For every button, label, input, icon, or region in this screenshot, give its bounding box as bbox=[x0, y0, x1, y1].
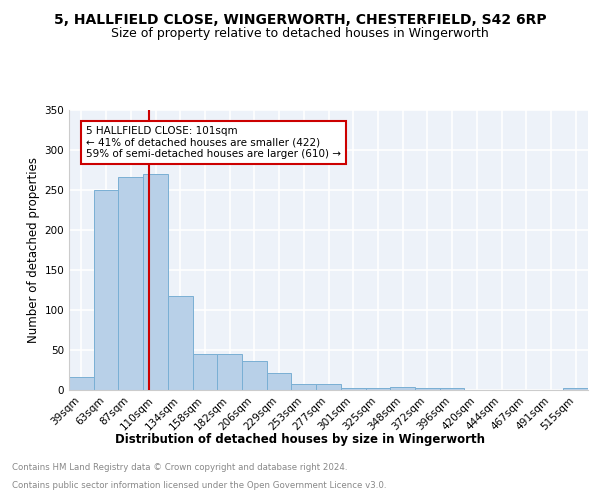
Text: Contains HM Land Registry data © Crown copyright and database right 2024.: Contains HM Land Registry data © Crown c… bbox=[12, 464, 347, 472]
Bar bbox=[168, 296, 193, 390]
Bar bbox=[292, 384, 316, 390]
Text: 5, HALLFIELD CLOSE, WINGERWORTH, CHESTERFIELD, S42 6RP: 5, HALLFIELD CLOSE, WINGERWORTH, CHESTER… bbox=[53, 12, 547, 26]
Bar bbox=[316, 384, 341, 390]
Bar bbox=[365, 388, 390, 390]
Bar bbox=[341, 388, 365, 390]
Text: 5 HALLFIELD CLOSE: 101sqm
← 41% of detached houses are smaller (422)
59% of semi: 5 HALLFIELD CLOSE: 101sqm ← 41% of detac… bbox=[86, 126, 341, 159]
Bar bbox=[563, 388, 588, 390]
Bar bbox=[69, 377, 94, 390]
Bar bbox=[415, 388, 440, 390]
Bar bbox=[217, 354, 242, 390]
Bar bbox=[267, 373, 292, 390]
Bar bbox=[390, 387, 415, 390]
Text: Contains public sector information licensed under the Open Government Licence v3: Contains public sector information licen… bbox=[12, 481, 386, 490]
Bar bbox=[143, 174, 168, 390]
Y-axis label: Number of detached properties: Number of detached properties bbox=[27, 157, 40, 343]
Bar bbox=[94, 190, 118, 390]
Text: Size of property relative to detached houses in Wingerworth: Size of property relative to detached ho… bbox=[111, 28, 489, 40]
Bar bbox=[118, 177, 143, 390]
Bar bbox=[242, 361, 267, 390]
Bar bbox=[440, 388, 464, 390]
Text: Distribution of detached houses by size in Wingerworth: Distribution of detached houses by size … bbox=[115, 432, 485, 446]
Bar bbox=[193, 354, 217, 390]
